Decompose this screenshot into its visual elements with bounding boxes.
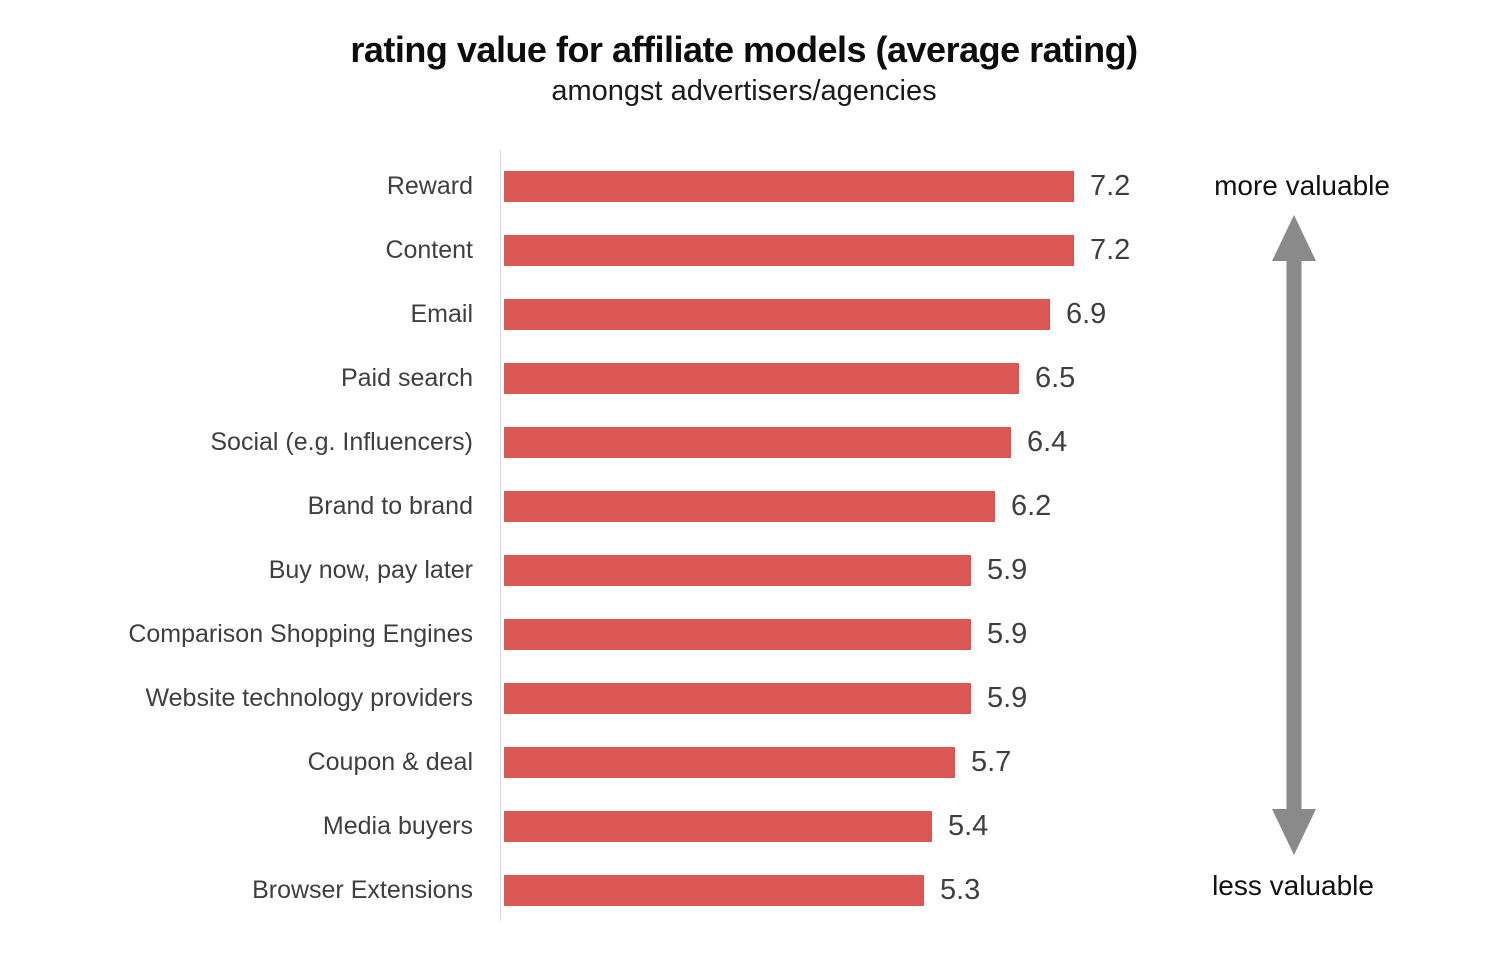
value-label: 5.7 bbox=[971, 745, 1012, 778]
value-label: 5.9 bbox=[987, 681, 1028, 714]
bar-row: Reward 7.2 bbox=[0, 154, 1180, 218]
bar-line: 5.3 bbox=[502, 874, 980, 907]
bar-line: 6.5 bbox=[502, 362, 1075, 395]
category-label: Media buyers bbox=[322, 811, 473, 840]
bar-line: 6.9 bbox=[502, 298, 1106, 331]
bar bbox=[504, 234, 1074, 266]
bar bbox=[504, 810, 932, 842]
value-label: 7.2 bbox=[1090, 233, 1131, 266]
bar-row: Media buyers 5.4 bbox=[0, 794, 1180, 858]
y-axis-line bbox=[500, 150, 501, 921]
category-label: Coupon & deal bbox=[307, 747, 473, 776]
bar-row: Paid search 6.5 bbox=[0, 346, 1180, 410]
bar-chart: Reward 7.2 Content 7.2 Email 6.9 Paid se… bbox=[0, 154, 1180, 922]
bar-line: 5.9 bbox=[502, 618, 1027, 651]
bar bbox=[504, 490, 995, 522]
bar-line: 7.2 bbox=[502, 234, 1130, 267]
bar-row: Comparison Shopping Engines 5.9 bbox=[0, 602, 1180, 666]
category-label: Content bbox=[385, 235, 473, 264]
value-label: 5.4 bbox=[948, 809, 989, 842]
bar-line: 6.4 bbox=[502, 426, 1067, 459]
value-direction-arrow bbox=[1271, 215, 1317, 855]
bar bbox=[504, 170, 1074, 202]
bar-row: Coupon & deal 5.7 bbox=[0, 730, 1180, 794]
bar bbox=[504, 298, 1050, 330]
category-label: Reward bbox=[386, 171, 473, 200]
bar-line: 5.7 bbox=[502, 746, 1011, 779]
bar bbox=[504, 426, 1011, 458]
category-label: Social (e.g. Influencers) bbox=[210, 427, 473, 456]
value-label: 5.3 bbox=[940, 873, 981, 906]
bar-row: Email 6.9 bbox=[0, 282, 1180, 346]
bar-row: Brand to brand 6.2 bbox=[0, 474, 1180, 538]
bar-line: 5.9 bbox=[502, 682, 1027, 715]
bar-row: Social (e.g. Influencers) 6.4 bbox=[0, 410, 1180, 474]
bar-line: 7.2 bbox=[502, 170, 1130, 203]
value-label: 5.9 bbox=[987, 553, 1028, 586]
double-arrow-icon bbox=[1272, 215, 1316, 855]
category-label: Website technology providers bbox=[145, 683, 474, 712]
value-label: 6.2 bbox=[1011, 489, 1052, 522]
category-label: Buy now, pay later bbox=[268, 555, 473, 584]
bar-line: 6.2 bbox=[502, 490, 1051, 523]
value-label: 6.5 bbox=[1035, 361, 1076, 394]
category-label: Email bbox=[410, 299, 473, 328]
value-label: 6.4 bbox=[1027, 425, 1068, 458]
bar-row: Content 7.2 bbox=[0, 218, 1180, 282]
bar bbox=[504, 554, 971, 586]
value-label: 6.9 bbox=[1066, 297, 1107, 330]
bar bbox=[504, 618, 971, 650]
bar bbox=[504, 746, 955, 778]
category-label: Comparison Shopping Engines bbox=[128, 619, 473, 648]
value-label: 7.2 bbox=[1090, 169, 1131, 202]
less-valuable-label: less valuable bbox=[1212, 870, 1374, 901]
bar bbox=[504, 682, 971, 714]
bar-row: Browser Extensions 5.3 bbox=[0, 858, 1180, 922]
category-label: Paid search bbox=[340, 363, 473, 392]
bar-row: Buy now, pay later 5.9 bbox=[0, 538, 1180, 602]
more-valuable-label: more valuable bbox=[1214, 170, 1390, 201]
bar bbox=[504, 874, 924, 906]
bar bbox=[504, 362, 1019, 394]
chart-title: rating value for affiliate models (avera… bbox=[350, 29, 1138, 70]
bar-line: 5.4 bbox=[502, 810, 988, 843]
value-label: 5.9 bbox=[987, 617, 1028, 650]
bar-row: Website technology providers 5.9 bbox=[0, 666, 1180, 730]
bar-line: 5.9 bbox=[502, 554, 1027, 587]
chart-subtitle: amongst advertisers/agencies bbox=[551, 74, 937, 107]
category-label: Brand to brand bbox=[307, 491, 473, 520]
category-label: Browser Extensions bbox=[252, 875, 473, 904]
title-block: rating value for affiliate models (avera… bbox=[0, 30, 1488, 107]
